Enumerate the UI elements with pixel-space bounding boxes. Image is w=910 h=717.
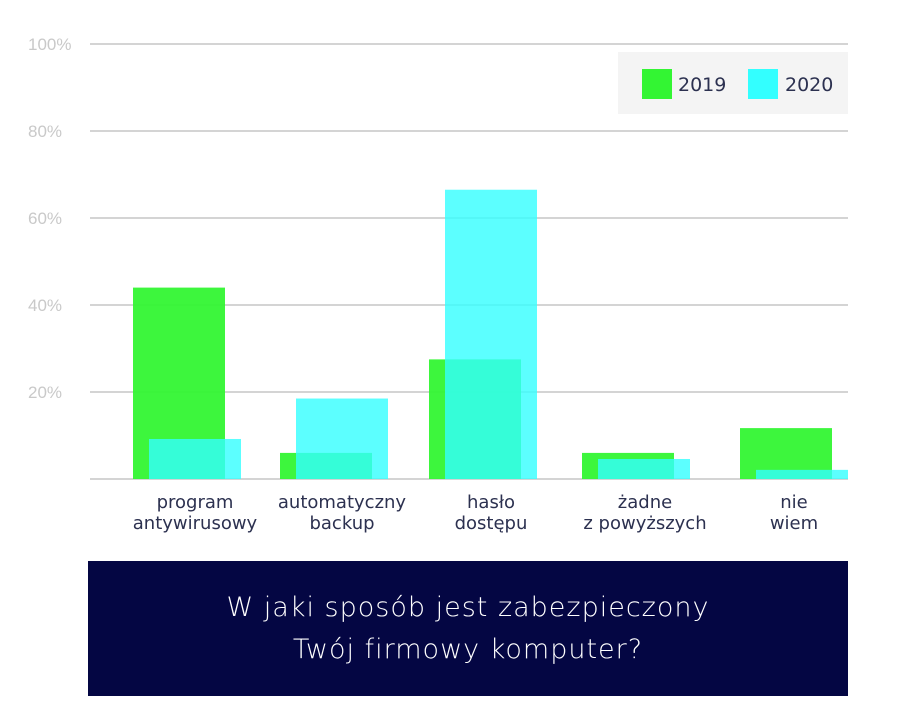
y-tick-label: 40% xyxy=(28,296,62,315)
y-tick-label: 80% xyxy=(28,122,62,141)
category-label: program xyxy=(157,492,234,513)
category-label: backup xyxy=(309,513,374,534)
legend-swatch-2019 xyxy=(642,69,672,99)
bar-2020-1 xyxy=(296,398,388,479)
bar-2020-2 xyxy=(445,189,537,479)
y-tick-label: 60% xyxy=(28,209,62,228)
chart-title-banner: W jaki sposób jest zabezpieczony Twój fi… xyxy=(88,561,848,696)
category-label: dostępu xyxy=(455,513,528,534)
bar-2020-3 xyxy=(598,458,690,479)
chart-title-line-1: W jaki sposób jest zabezpieczony xyxy=(226,591,710,623)
y-tick-label: 100% xyxy=(28,35,71,54)
category-label: automatyczny xyxy=(278,492,407,513)
category-label: żadne xyxy=(618,492,672,513)
legend-swatch-2020 xyxy=(748,69,778,99)
y-tick-label: 20% xyxy=(28,383,62,402)
bars xyxy=(133,189,848,479)
y-axis-ticks: 100% 80% 60% 40% 20% xyxy=(28,35,71,402)
category-label: nie xyxy=(780,492,807,513)
legend: 2019 2020 xyxy=(618,52,848,114)
category-label: antywirusowy xyxy=(133,513,258,534)
legend-label-2019: 2019 xyxy=(678,74,726,96)
legend-label-2020: 2020 xyxy=(785,74,833,96)
chart-title-line-2: Twój firmowy komputer? xyxy=(292,633,644,665)
bar-2020-0 xyxy=(149,438,241,479)
bar-2020-4 xyxy=(756,469,848,479)
category-label: wiem xyxy=(770,513,818,534)
category-label: hasło xyxy=(467,492,515,513)
category-label: z powyższych xyxy=(583,513,706,534)
